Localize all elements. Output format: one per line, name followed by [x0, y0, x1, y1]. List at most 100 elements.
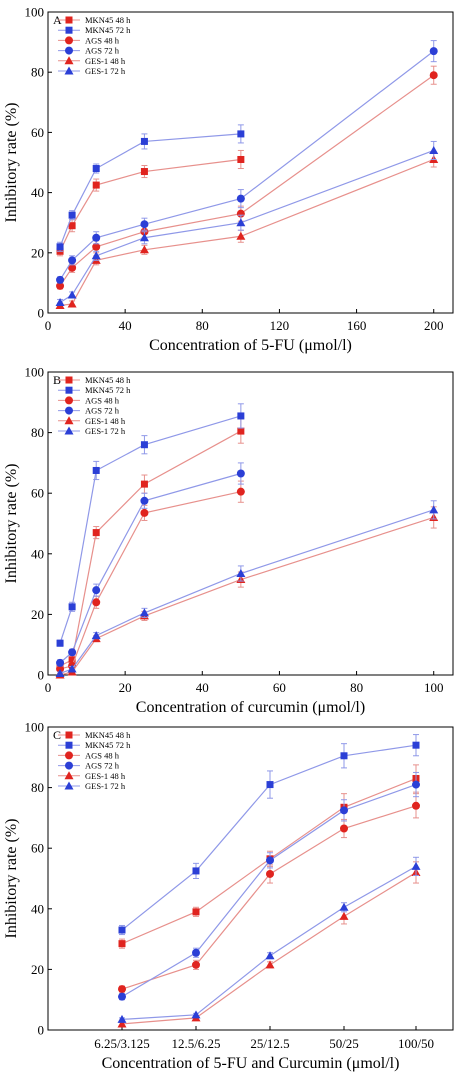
data-point — [236, 487, 245, 496]
data-point — [429, 47, 438, 56]
data-point — [266, 781, 274, 789]
data-point — [67, 299, 77, 308]
series-ges-1-72-h — [55, 500, 439, 677]
data-point — [429, 71, 438, 80]
legend-label: GES-1 72 h — [85, 66, 126, 76]
x-tick-label: 0 — [45, 318, 52, 333]
data-point — [266, 869, 274, 878]
legend-marker — [65, 396, 73, 405]
legend-marker — [65, 26, 73, 34]
data-point — [68, 222, 76, 230]
data-point — [68, 263, 77, 272]
data-point — [139, 608, 149, 617]
legend-marker — [64, 66, 74, 75]
plot-frame — [47, 371, 454, 676]
series-mkn45-48-h — [56, 149, 245, 257]
data-point — [67, 290, 77, 299]
data-point — [429, 145, 439, 154]
y-tick-label: 80 — [31, 425, 44, 440]
legend-label: AGS 48 h — [85, 35, 120, 45]
legend-marker — [64, 56, 74, 65]
x-tick-label: 40 — [119, 318, 132, 333]
data-point — [339, 902, 349, 911]
data-point — [68, 211, 76, 219]
legend-marker — [64, 416, 74, 425]
data-point — [68, 648, 77, 657]
series-ags-72-h — [56, 40, 438, 284]
legend-label: GES-1 72 h — [85, 781, 126, 791]
data-point — [340, 824, 348, 833]
data-point — [140, 168, 148, 176]
series-line — [59, 415, 242, 644]
legend-label: MKN45 48 h — [85, 15, 131, 25]
series-mkn45-72-h — [56, 124, 245, 252]
data-point — [68, 256, 77, 265]
panel-letter: A — [53, 13, 62, 27]
data-point — [92, 242, 101, 251]
chart-panel-b: 0 20 40 60 80 100 0 20 40 60 80 100 Concentration of… — [3, 365, 454, 716]
panel-letter: C — [53, 728, 61, 742]
legend-label: AGS 72 h — [85, 406, 120, 416]
legend-marker — [64, 781, 74, 790]
data-point — [236, 469, 245, 478]
data-point — [236, 194, 245, 203]
y-tick-label: 60 — [31, 841, 44, 856]
data-point — [265, 951, 275, 960]
legend-marker — [65, 731, 73, 739]
data-point — [412, 741, 420, 749]
series-mkn45-72-h — [118, 734, 420, 936]
legend-marker — [65, 751, 73, 760]
y-axis-title: Inhibitory rate (%) — [3, 464, 20, 584]
legend-marker — [64, 426, 74, 435]
chart-panel-c: 0 20 40 60 80 100 6.25/3.125 12.5/6.25 25/12.5 50… — [3, 720, 454, 1072]
y-axis-title: Inhibitory rate (%) — [3, 103, 20, 223]
data-point — [412, 780, 420, 789]
y-tick-label: 20 — [31, 962, 44, 977]
data-point — [140, 441, 148, 449]
series-ges-1-72-h — [55, 140, 439, 306]
plot-frame — [47, 11, 454, 314]
legend-marker — [65, 386, 73, 394]
legend-label: AGS 72 h — [85, 46, 120, 56]
x-tick-label: 60 — [273, 680, 286, 695]
y-tick-label: 40 — [31, 901, 44, 916]
legend-label: GES-1 48 h — [85, 56, 126, 66]
data-point — [118, 992, 126, 1001]
data-point — [56, 281, 65, 290]
legend-marker — [65, 46, 73, 55]
series-line — [59, 509, 434, 675]
data-point — [140, 137, 148, 145]
data-point — [67, 664, 77, 673]
x-tick-label: 50/25 — [329, 1036, 359, 1051]
legend-label: GES-1 48 h — [85, 416, 126, 426]
legend-label: AGS 48 h — [85, 395, 120, 405]
data-point — [55, 297, 65, 306]
series-ges-1-48-h — [117, 861, 421, 1028]
y-tick-label: 80 — [31, 780, 44, 795]
series-ges-1-48-h — [55, 506, 439, 679]
data-point — [117, 1019, 127, 1028]
series-mkn45-72-h — [56, 403, 245, 647]
data-point — [55, 668, 65, 677]
y-tick-label: 20 — [31, 607, 44, 622]
data-point — [92, 529, 100, 537]
series-line — [121, 865, 417, 1020]
x-tick-label: 120 — [270, 318, 290, 333]
x-tick-label: 12.5/6.25 — [171, 1036, 220, 1051]
data-point — [56, 639, 64, 647]
data-point — [117, 1014, 127, 1023]
data-point — [56, 664, 65, 673]
x-tick-label: 0 — [45, 680, 52, 695]
legend-label: GES-1 48 h — [85, 771, 126, 781]
data-point — [236, 231, 246, 240]
series-line — [59, 516, 434, 676]
y-tick-label: 80 — [31, 65, 44, 80]
series-line — [59, 133, 241, 247]
data-point — [411, 861, 421, 870]
data-point — [92, 165, 100, 173]
series-line — [59, 472, 242, 664]
data-point — [340, 806, 348, 815]
data-point — [91, 631, 101, 640]
